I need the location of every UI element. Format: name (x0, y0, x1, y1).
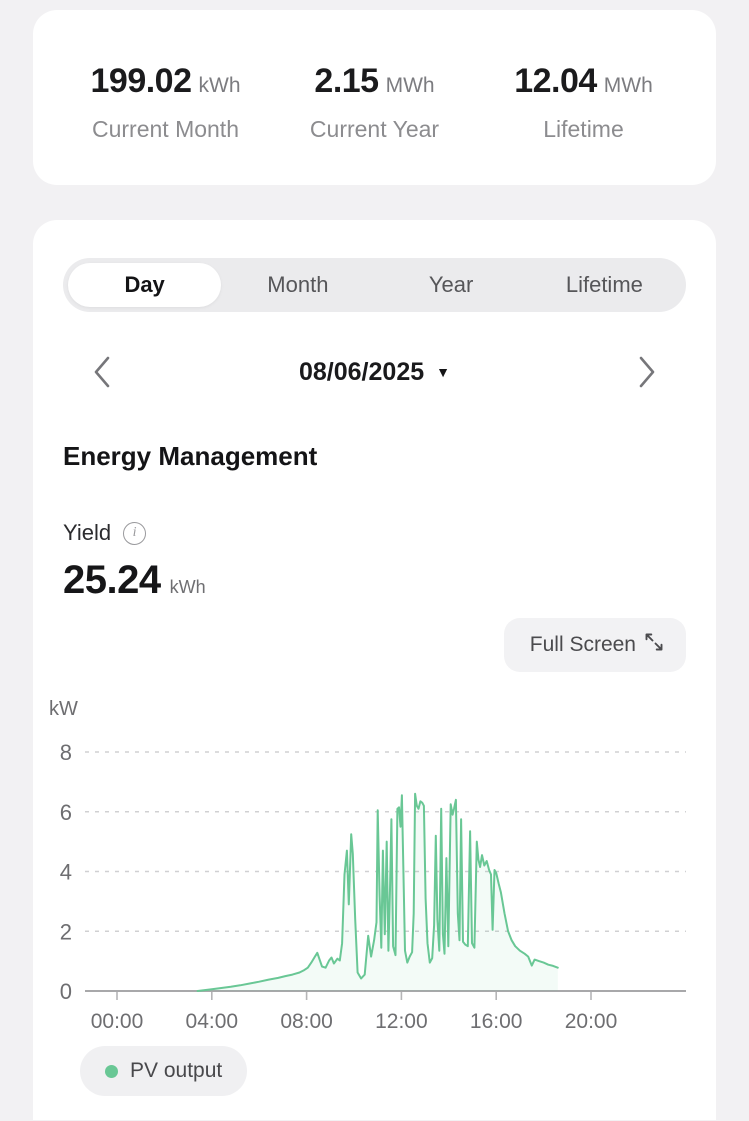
x-tick-label: 08:00 (280, 1010, 333, 1033)
fullscreen-row: Full Screen (63, 618, 686, 672)
pv-line (196, 792, 559, 992)
section-title: Energy Management (63, 441, 318, 471)
stats-summary-card: 199.02 kWh Current Month 2.15 MWh Curren… (33, 10, 716, 185)
x-tick-label: 12:00 (375, 1010, 428, 1033)
date-selector[interactable]: 08/06/2025 ▼ (299, 358, 450, 387)
date-text: 08/06/2025 (299, 357, 425, 386)
y-tick-label: 0 (60, 979, 72, 1004)
y-axis-unit-label: kW (49, 698, 78, 720)
energy-card: Day Month Year Lifetime 08/06/2025 ▼ Ene… (33, 220, 716, 1120)
current-year-label: Current Year (309, 116, 440, 142)
y-tick-label: 6 (60, 800, 72, 825)
yield-value: 25.24 (63, 558, 161, 602)
x-tick-label: 20:00 (565, 1010, 618, 1033)
legend-pv-output[interactable]: PV output (80, 1046, 248, 1096)
full-screen-label: Full Screen (529, 633, 636, 656)
y-tick-label: 8 (60, 740, 72, 765)
y-tick-label: 2 (60, 919, 72, 944)
date-navigation: 08/06/2025 ▼ (63, 350, 686, 394)
lifetime-unit: MWh (603, 74, 653, 97)
y-tick-label: 4 (60, 860, 72, 885)
dropdown-caret-icon: ▼ (436, 364, 450, 380)
previous-day-button[interactable] (85, 355, 119, 389)
expand-icon (645, 633, 663, 651)
yield-header: Yield i (63, 520, 686, 546)
chart-svg: kW 0 2 4 6 8 00:00 04:00 08:00 12:00 16:00 20:00 (49, 698, 686, 1033)
info-icon[interactable]: i (123, 521, 147, 545)
chevron-right-icon (639, 356, 655, 388)
lifetime-label: Lifetime (543, 116, 624, 142)
x-tick-label: 04:00 (186, 1010, 239, 1033)
stat-lifetime: 12.04 MWh Lifetime (479, 62, 688, 143)
tab-lifetime[interactable]: Lifetime (565, 272, 643, 297)
legend-dot-icon (105, 1064, 118, 1078)
stat-current-month: 199.02 kWh Current Month (61, 62, 270, 143)
legend-label: PV output (130, 1059, 223, 1082)
x-tick-label: 00:00 (91, 1010, 144, 1033)
x-tick-label: 16:00 (470, 1010, 523, 1033)
tab-day[interactable]: Day (68, 263, 222, 307)
current-year-unit: MWh (385, 74, 435, 97)
chevron-left-icon (94, 356, 110, 388)
next-day-button[interactable] (630, 355, 664, 389)
period-tabbar: Day Month Year Lifetime (63, 258, 686, 312)
pv-output-chart[interactable]: kW 0 2 4 6 8 00:00 04:00 08:00 12:00 16:00 20:00 (33, 683, 716, 1038)
full-screen-button[interactable]: Full Screen (503, 618, 686, 672)
current-month-unit: kWh (198, 74, 241, 97)
current-month-label: Current Month (91, 116, 239, 142)
lifetime-value: 12.04 (514, 62, 597, 100)
yield-value-row: 25.24 kWh (63, 558, 686, 603)
yield-unit: kWh (169, 577, 206, 597)
tab-month[interactable]: Month (267, 272, 329, 297)
current-year-value: 2.15 (314, 62, 379, 100)
tab-year[interactable]: Year (428, 272, 474, 297)
current-month-value: 199.02 (90, 62, 193, 100)
yield-label: Yield (63, 520, 112, 545)
stat-current-year: 2.15 MWh Current Year (270, 62, 479, 143)
